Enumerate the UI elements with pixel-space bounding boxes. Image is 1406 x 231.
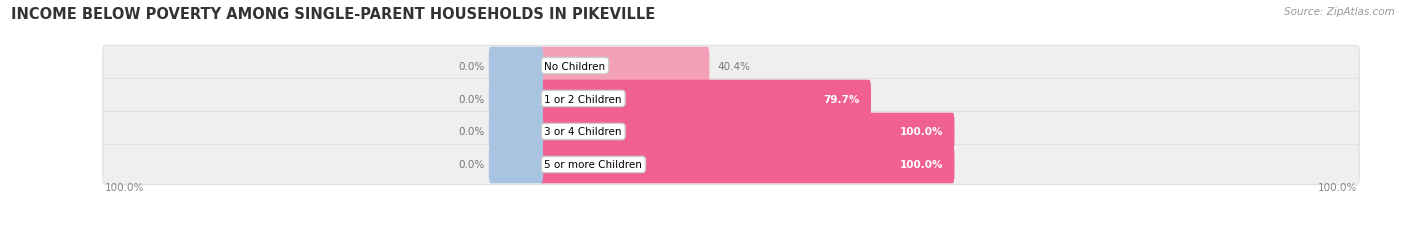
Text: 0.0%: 0.0% (458, 61, 484, 71)
FancyBboxPatch shape (540, 80, 870, 118)
Text: 100.0%: 100.0% (900, 160, 943, 170)
FancyBboxPatch shape (540, 113, 955, 151)
Text: 0.0%: 0.0% (458, 127, 484, 137)
FancyBboxPatch shape (103, 145, 1360, 185)
FancyBboxPatch shape (103, 46, 1360, 86)
Text: 0.0%: 0.0% (458, 94, 484, 104)
FancyBboxPatch shape (489, 80, 543, 118)
FancyBboxPatch shape (103, 79, 1360, 119)
Text: No Children: No Children (544, 61, 606, 71)
Text: 79.7%: 79.7% (824, 94, 859, 104)
Text: 100.0%: 100.0% (104, 182, 145, 192)
Text: 0.0%: 0.0% (458, 160, 484, 170)
Text: Source: ZipAtlas.com: Source: ZipAtlas.com (1284, 7, 1395, 17)
Text: 100.0%: 100.0% (900, 127, 943, 137)
FancyBboxPatch shape (489, 48, 543, 85)
FancyBboxPatch shape (489, 146, 543, 183)
Text: 5 or more Children: 5 or more Children (544, 160, 643, 170)
FancyBboxPatch shape (540, 48, 710, 85)
FancyBboxPatch shape (103, 112, 1360, 152)
Text: 40.4%: 40.4% (717, 61, 749, 71)
Text: INCOME BELOW POVERTY AMONG SINGLE-PARENT HOUSEHOLDS IN PIKEVILLE: INCOME BELOW POVERTY AMONG SINGLE-PARENT… (11, 7, 655, 22)
Text: 100.0%: 100.0% (1317, 182, 1358, 192)
Text: 3 or 4 Children: 3 or 4 Children (544, 127, 621, 137)
FancyBboxPatch shape (540, 146, 955, 183)
Text: 1 or 2 Children: 1 or 2 Children (544, 94, 621, 104)
FancyBboxPatch shape (489, 113, 543, 151)
